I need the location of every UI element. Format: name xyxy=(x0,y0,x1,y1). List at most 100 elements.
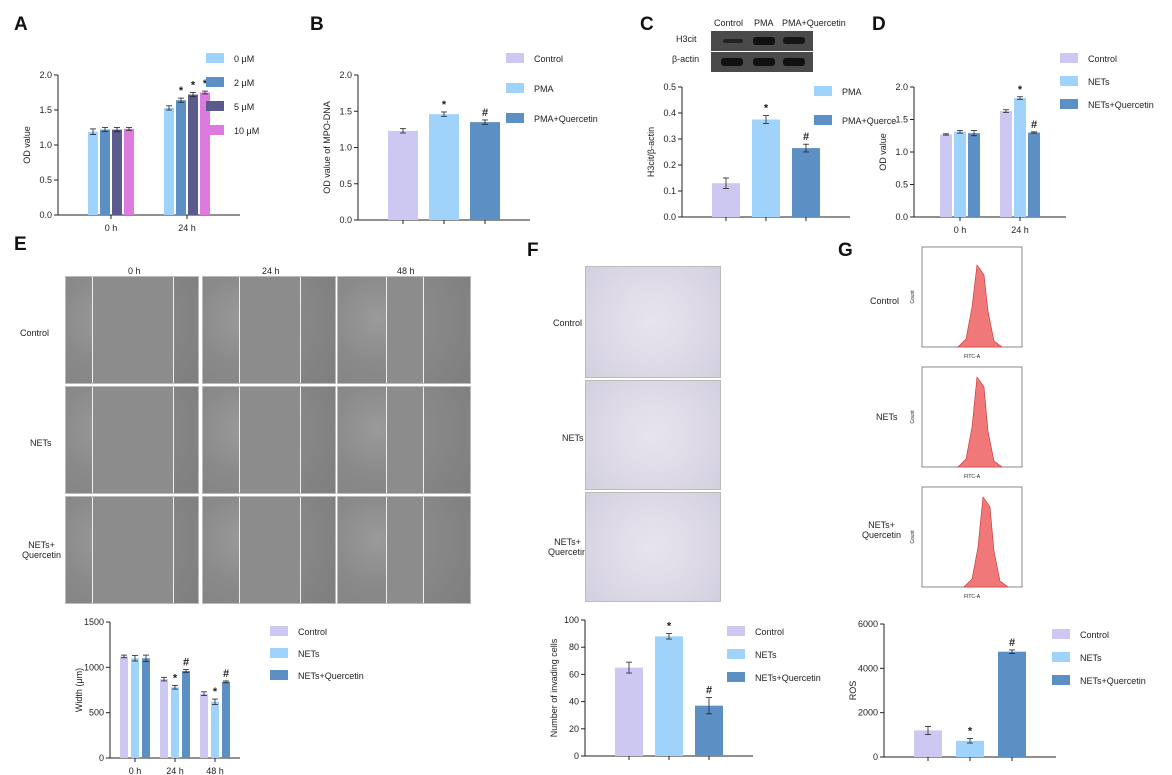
flow-y-label: Count xyxy=(910,410,916,424)
micro-row-label: NETs+ Quercetin xyxy=(548,537,588,557)
bar xyxy=(956,740,984,757)
legend-swatch xyxy=(206,101,224,111)
wb-band xyxy=(783,58,805,66)
scratch-gap xyxy=(239,277,301,383)
flow-histogram xyxy=(957,376,1003,468)
bar xyxy=(655,636,683,756)
y-tick-label: 1.0 xyxy=(339,143,352,153)
micro-row-label: Control xyxy=(553,318,583,328)
scratch-gap xyxy=(385,387,425,493)
panel-label-f: F xyxy=(527,240,539,261)
legend-swatch xyxy=(1052,629,1070,639)
chart-e: 0 500 1000 1500 Width (μm) 0 h * #24 h * #48 h Con… xyxy=(74,617,364,774)
significance-mark: * xyxy=(179,85,184,97)
micro-row-label: NETs+ Quercetin xyxy=(22,540,62,560)
significance-mark: # xyxy=(223,668,229,680)
significance-mark: * xyxy=(203,78,208,90)
bar xyxy=(176,100,186,215)
wb-lane-label: PMA xyxy=(754,18,774,28)
wb-row-label: β-actin xyxy=(672,54,700,64)
legend-swatch xyxy=(506,113,524,123)
significance-mark: * xyxy=(173,672,178,684)
bar xyxy=(164,107,174,215)
scratch-image xyxy=(202,276,336,384)
y-tick-label: 1.5 xyxy=(895,115,908,125)
y-tick-label: 500 xyxy=(89,708,104,718)
legend-label: PMA xyxy=(534,84,554,94)
y-tick-label: 0.0 xyxy=(339,215,352,225)
y-tick-label: 0.0 xyxy=(895,212,908,222)
legend-label: NETs xyxy=(1080,653,1102,663)
micro-row-label: NETs xyxy=(30,438,52,448)
y-axis-label: ROS xyxy=(848,681,858,701)
legend-swatch xyxy=(727,626,745,636)
flow-frame xyxy=(921,486,1023,588)
significance-mark: # xyxy=(1009,637,1015,649)
y-tick-label: 0 xyxy=(873,752,878,762)
significance-mark: * xyxy=(1018,84,1023,96)
x-tick-label: 0 h xyxy=(129,766,142,774)
bar xyxy=(470,122,500,220)
wb-lane-label: Control xyxy=(714,18,744,28)
legend-label: PMA+Quercetin xyxy=(534,114,598,124)
x-tick-label: 24 h xyxy=(1011,225,1029,235)
legend-swatch xyxy=(206,125,224,135)
significance-mark: * xyxy=(667,621,672,633)
bar xyxy=(100,129,110,215)
flow-x-label: FITC-A xyxy=(964,594,981,598)
legend-label: NETs+Quercetin xyxy=(755,673,821,683)
scratch-gap xyxy=(239,387,301,493)
y-tick-label: 0.0 xyxy=(663,212,676,222)
legend-swatch xyxy=(506,53,524,63)
y-axis-label: H3cit/β-actin xyxy=(646,127,656,177)
bar xyxy=(388,130,418,220)
scratch-image xyxy=(337,276,471,384)
wb-band xyxy=(721,58,743,66)
bar xyxy=(940,134,952,217)
legend-label: Control xyxy=(1080,630,1109,640)
bar xyxy=(200,92,210,215)
y-tick-label: 100 xyxy=(564,615,579,625)
panel-label-c: C xyxy=(640,14,654,35)
wb-lane-label: PMA+Quercetin xyxy=(782,18,846,28)
legend-swatch xyxy=(1060,99,1078,109)
bar xyxy=(200,693,208,758)
panel-label-d: D xyxy=(872,14,886,35)
bar xyxy=(88,131,98,215)
bar xyxy=(1000,111,1012,217)
legend-swatch xyxy=(1052,675,1070,685)
legend-swatch xyxy=(270,670,288,680)
legend-swatch xyxy=(206,77,224,87)
scratch-image xyxy=(202,496,336,604)
y-tick-label: 20 xyxy=(569,724,579,734)
significance-mark: * xyxy=(191,80,196,92)
legend-swatch xyxy=(206,53,224,63)
bar xyxy=(752,119,780,217)
legend-label: Control xyxy=(298,627,327,637)
y-tick-label: 1.0 xyxy=(39,140,52,150)
flow-row-label: Control xyxy=(870,296,900,306)
scratch-gap xyxy=(385,497,425,603)
wb-blot-actin xyxy=(711,52,813,72)
micro-col-label: 24 h xyxy=(262,266,280,276)
y-axis-label: Number of invading cells xyxy=(549,638,559,737)
chart-a: 0.0 0.5 1.0 1.5 2.0 OD value 0 h * * * 24 h 0 μM 2 μ… xyxy=(22,53,259,233)
transwell-image xyxy=(585,266,721,378)
y-tick-label: 1000 xyxy=(84,662,104,672)
significance-mark: * xyxy=(968,726,973,738)
wb-row-label: H3cit xyxy=(676,34,697,44)
bar xyxy=(120,656,128,758)
y-tick-label: 0.2 xyxy=(663,160,676,170)
bar xyxy=(792,148,820,217)
chart-b: 0.0 0.5 1.0 1.5 2.0 OD value of MPO-DNA * # Cont… xyxy=(322,53,598,225)
wb-blot-h3cit xyxy=(711,31,813,51)
flow-row-label: NETs+ Quercetin xyxy=(862,520,902,540)
y-tick-label: 0.5 xyxy=(663,82,676,92)
y-tick-label: 2000 xyxy=(858,708,878,718)
x-tick-label: 24 h xyxy=(178,223,196,233)
legend-label: NETs+Quercetin xyxy=(1080,676,1146,686)
legend-label: 10 μM xyxy=(234,126,259,136)
legend-label: Control xyxy=(534,54,563,64)
wb-band xyxy=(783,37,805,44)
bar xyxy=(968,133,980,217)
